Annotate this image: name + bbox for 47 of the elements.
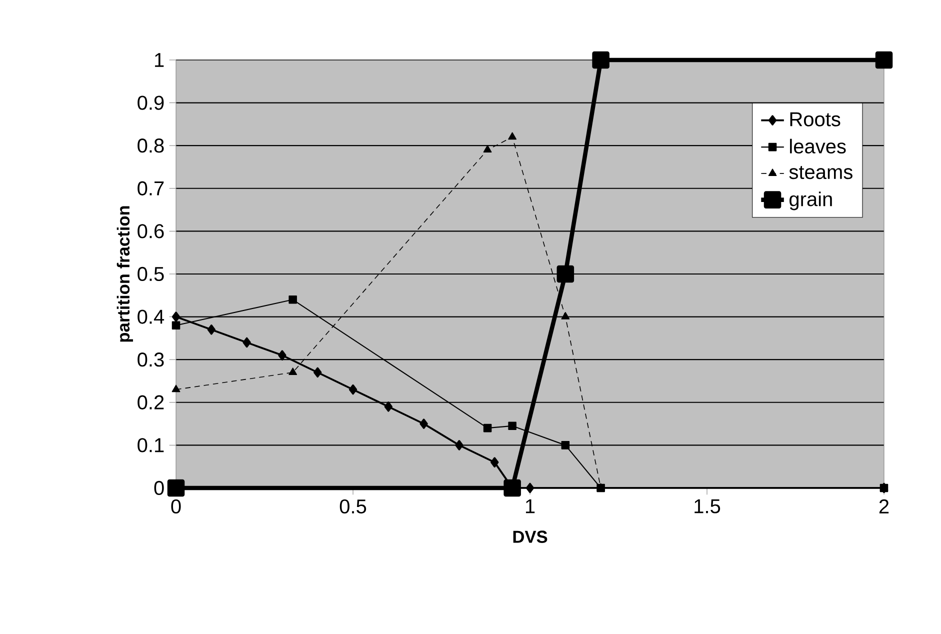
point — [348, 384, 358, 395]
point — [508, 132, 517, 140]
y-tick-label: 0 — [154, 480, 164, 496]
point — [242, 337, 251, 348]
point — [561, 441, 570, 450]
point — [172, 321, 180, 330]
point — [875, 51, 893, 69]
y-tick-label: 0.6 — [138, 224, 164, 238]
point — [278, 350, 286, 360]
y-tick-label: 1 — [155, 53, 164, 67]
point — [172, 384, 180, 392]
point — [455, 440, 464, 450]
y-tick-label: 0.8 — [138, 138, 164, 153]
point — [561, 312, 570, 320]
y-tick-label: 0.9 — [138, 96, 164, 110]
legend-label: steams — [789, 166, 852, 180]
point — [592, 51, 610, 69]
legend-label: Roots — [790, 112, 840, 126]
point — [508, 422, 516, 430]
y-tick-label: 0.4 — [138, 310, 164, 324]
x-tick-label: 1.5 — [694, 499, 720, 514]
point — [526, 482, 534, 494]
point — [167, 479, 185, 497]
point — [483, 424, 492, 432]
point — [207, 324, 216, 335]
y-tick-label: 0.1 — [138, 438, 164, 452]
point — [420, 418, 428, 429]
point — [314, 367, 322, 378]
x-axis-title: DVS — [513, 530, 548, 543]
y-axis-title: partition fraction — [116, 206, 134, 342]
x-tick-label: 2 — [879, 499, 889, 514]
x-tick-label: 0 — [171, 499, 181, 514]
legend-label: leaves — [790, 138, 846, 154]
point — [288, 368, 298, 376]
point — [490, 457, 499, 468]
point — [172, 312, 180, 322]
point — [384, 402, 392, 412]
point — [288, 296, 297, 304]
y-tick-label: 0.5 — [138, 266, 164, 282]
y-tick-label: 0.7 — [138, 181, 164, 196]
x-tick-label: 1 — [526, 499, 535, 514]
y-tick-label: 0.3 — [138, 352, 164, 367]
x-tick-label: 0.5 — [340, 499, 366, 514]
point — [556, 265, 574, 283]
legend-label: grain — [790, 192, 832, 210]
y-tick-label: 0.2 — [138, 395, 164, 410]
point — [483, 145, 492, 152]
